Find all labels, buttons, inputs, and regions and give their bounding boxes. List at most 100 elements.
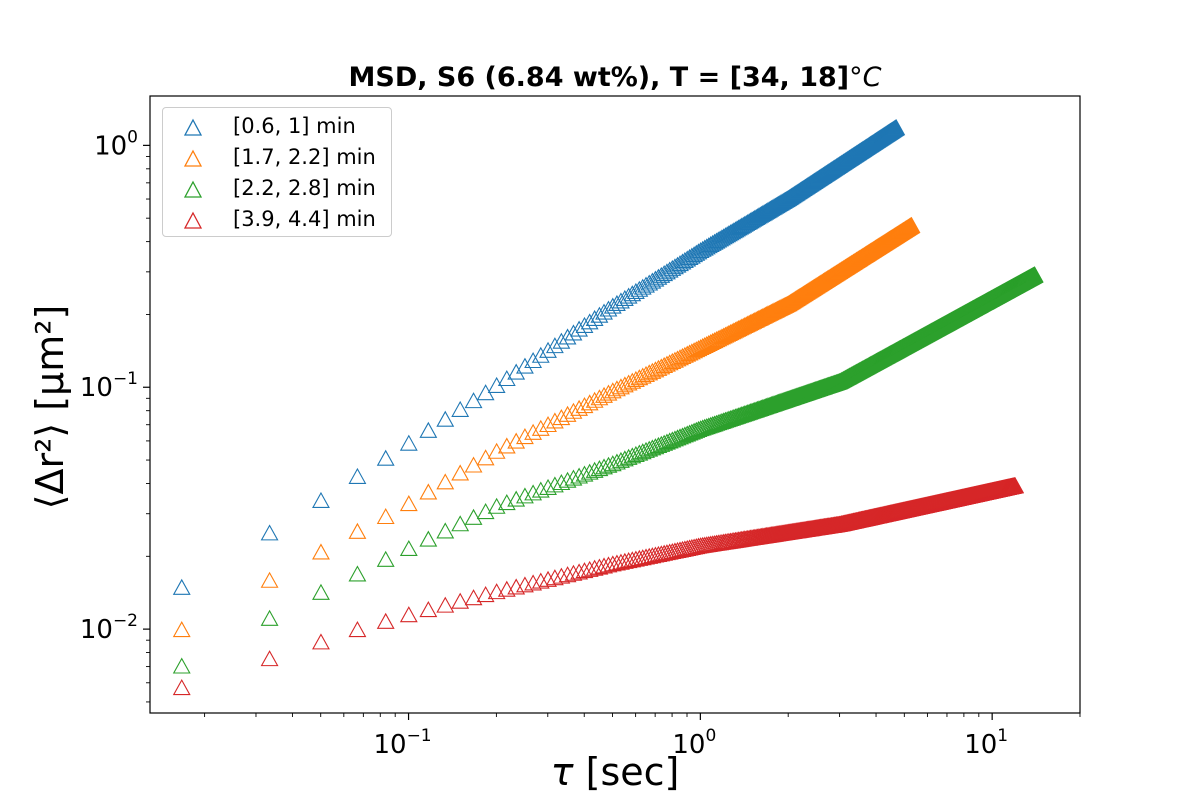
data-point (545, 337, 564, 354)
data-point (497, 369, 516, 387)
data-point (678, 425, 697, 442)
data-point (655, 544, 674, 561)
data-point (575, 396, 594, 414)
data-point (524, 574, 543, 591)
data-point (649, 436, 668, 454)
data-point (630, 280, 649, 297)
data-point (399, 434, 418, 451)
data-point (660, 543, 679, 560)
data-point (451, 464, 470, 481)
data-point (539, 478, 557, 495)
data-point (515, 357, 534, 374)
data-point (507, 490, 526, 507)
data-point (399, 495, 418, 512)
data-point (564, 564, 583, 581)
data-point (451, 515, 470, 532)
data-point (399, 606, 418, 623)
data-point (531, 419, 550, 436)
y-tick-label: 10−1 (80, 369, 138, 403)
data-point (464, 508, 483, 525)
legend-label: [2.2, 2.8] min (233, 176, 376, 200)
data-point (376, 449, 395, 466)
data-point (585, 391, 604, 408)
data-point (348, 467, 367, 484)
data-point (630, 549, 649, 566)
legend-marker-icon (183, 118, 203, 136)
data-point (558, 471, 577, 488)
data-point (643, 439, 662, 456)
data-point (603, 382, 622, 399)
data-point (558, 566, 577, 583)
data-point (630, 369, 649, 386)
data-point (539, 570, 557, 587)
y-tick-label: 100 (94, 127, 138, 161)
data-point (376, 612, 395, 629)
data-point (660, 261, 679, 278)
data-point (623, 285, 642, 302)
data-point (633, 367, 652, 384)
data-point (599, 300, 618, 317)
data-point (436, 473, 455, 490)
data-point (545, 569, 564, 586)
data-point (436, 522, 455, 539)
legend-label: [3.9, 4.4] min (233, 207, 376, 231)
data-point (436, 596, 455, 613)
data-point (615, 552, 634, 569)
data-point (376, 507, 395, 525)
data-point (887, 118, 906, 136)
data-point (419, 483, 438, 500)
series-4 (172, 477, 1025, 696)
data-point (376, 550, 395, 567)
data-point (312, 491, 330, 508)
data-point (595, 458, 613, 475)
data-point (663, 259, 682, 276)
x-axis-label: τ [sec] (150, 750, 1080, 794)
y-tick-label: 10−2 (80, 611, 138, 645)
data-point (1025, 266, 1044, 283)
data-point (419, 601, 438, 618)
data-point (666, 351, 684, 368)
data-point (599, 384, 618, 401)
data-point (595, 303, 613, 320)
data-point (637, 276, 655, 293)
legend-marker-icon (183, 180, 203, 198)
series-2 (172, 216, 921, 638)
data-point (348, 522, 367, 539)
legend-marker-icon (183, 211, 203, 229)
legend-label: [1.7, 2.2] min (233, 145, 376, 169)
legend-marker-icon (183, 149, 203, 167)
data-point (1006, 477, 1025, 494)
data-point (585, 309, 604, 327)
data-point (172, 578, 191, 595)
data-point (545, 476, 564, 493)
legend-item: [2.2, 2.8] min (163, 174, 391, 204)
data-point (626, 282, 645, 300)
data-point (464, 392, 483, 409)
data-point (637, 441, 655, 458)
data-point (623, 551, 642, 568)
data-point (666, 258, 684, 275)
data-point (603, 555, 622, 572)
data-point (451, 592, 470, 609)
data-point (675, 426, 694, 443)
data-point (570, 563, 589, 580)
data-point (348, 565, 367, 582)
data-point (590, 460, 609, 477)
data-point (497, 437, 516, 454)
data-point (707, 414, 726, 431)
data-point (603, 455, 622, 472)
data-point (607, 453, 626, 470)
data-point (451, 400, 470, 417)
data-point (558, 328, 577, 345)
data-point (419, 421, 438, 438)
data-point (260, 650, 279, 667)
x-tick-label: 100 (672, 726, 716, 760)
data-point (663, 352, 682, 369)
data-point (590, 389, 609, 406)
data-point (619, 552, 638, 569)
data-point (658, 544, 676, 561)
y-axis-label: ⟨Δr²⟩ [μm²] (28, 304, 72, 510)
legend-label: [0.6, 1] min (233, 114, 356, 138)
data-point (260, 609, 279, 626)
